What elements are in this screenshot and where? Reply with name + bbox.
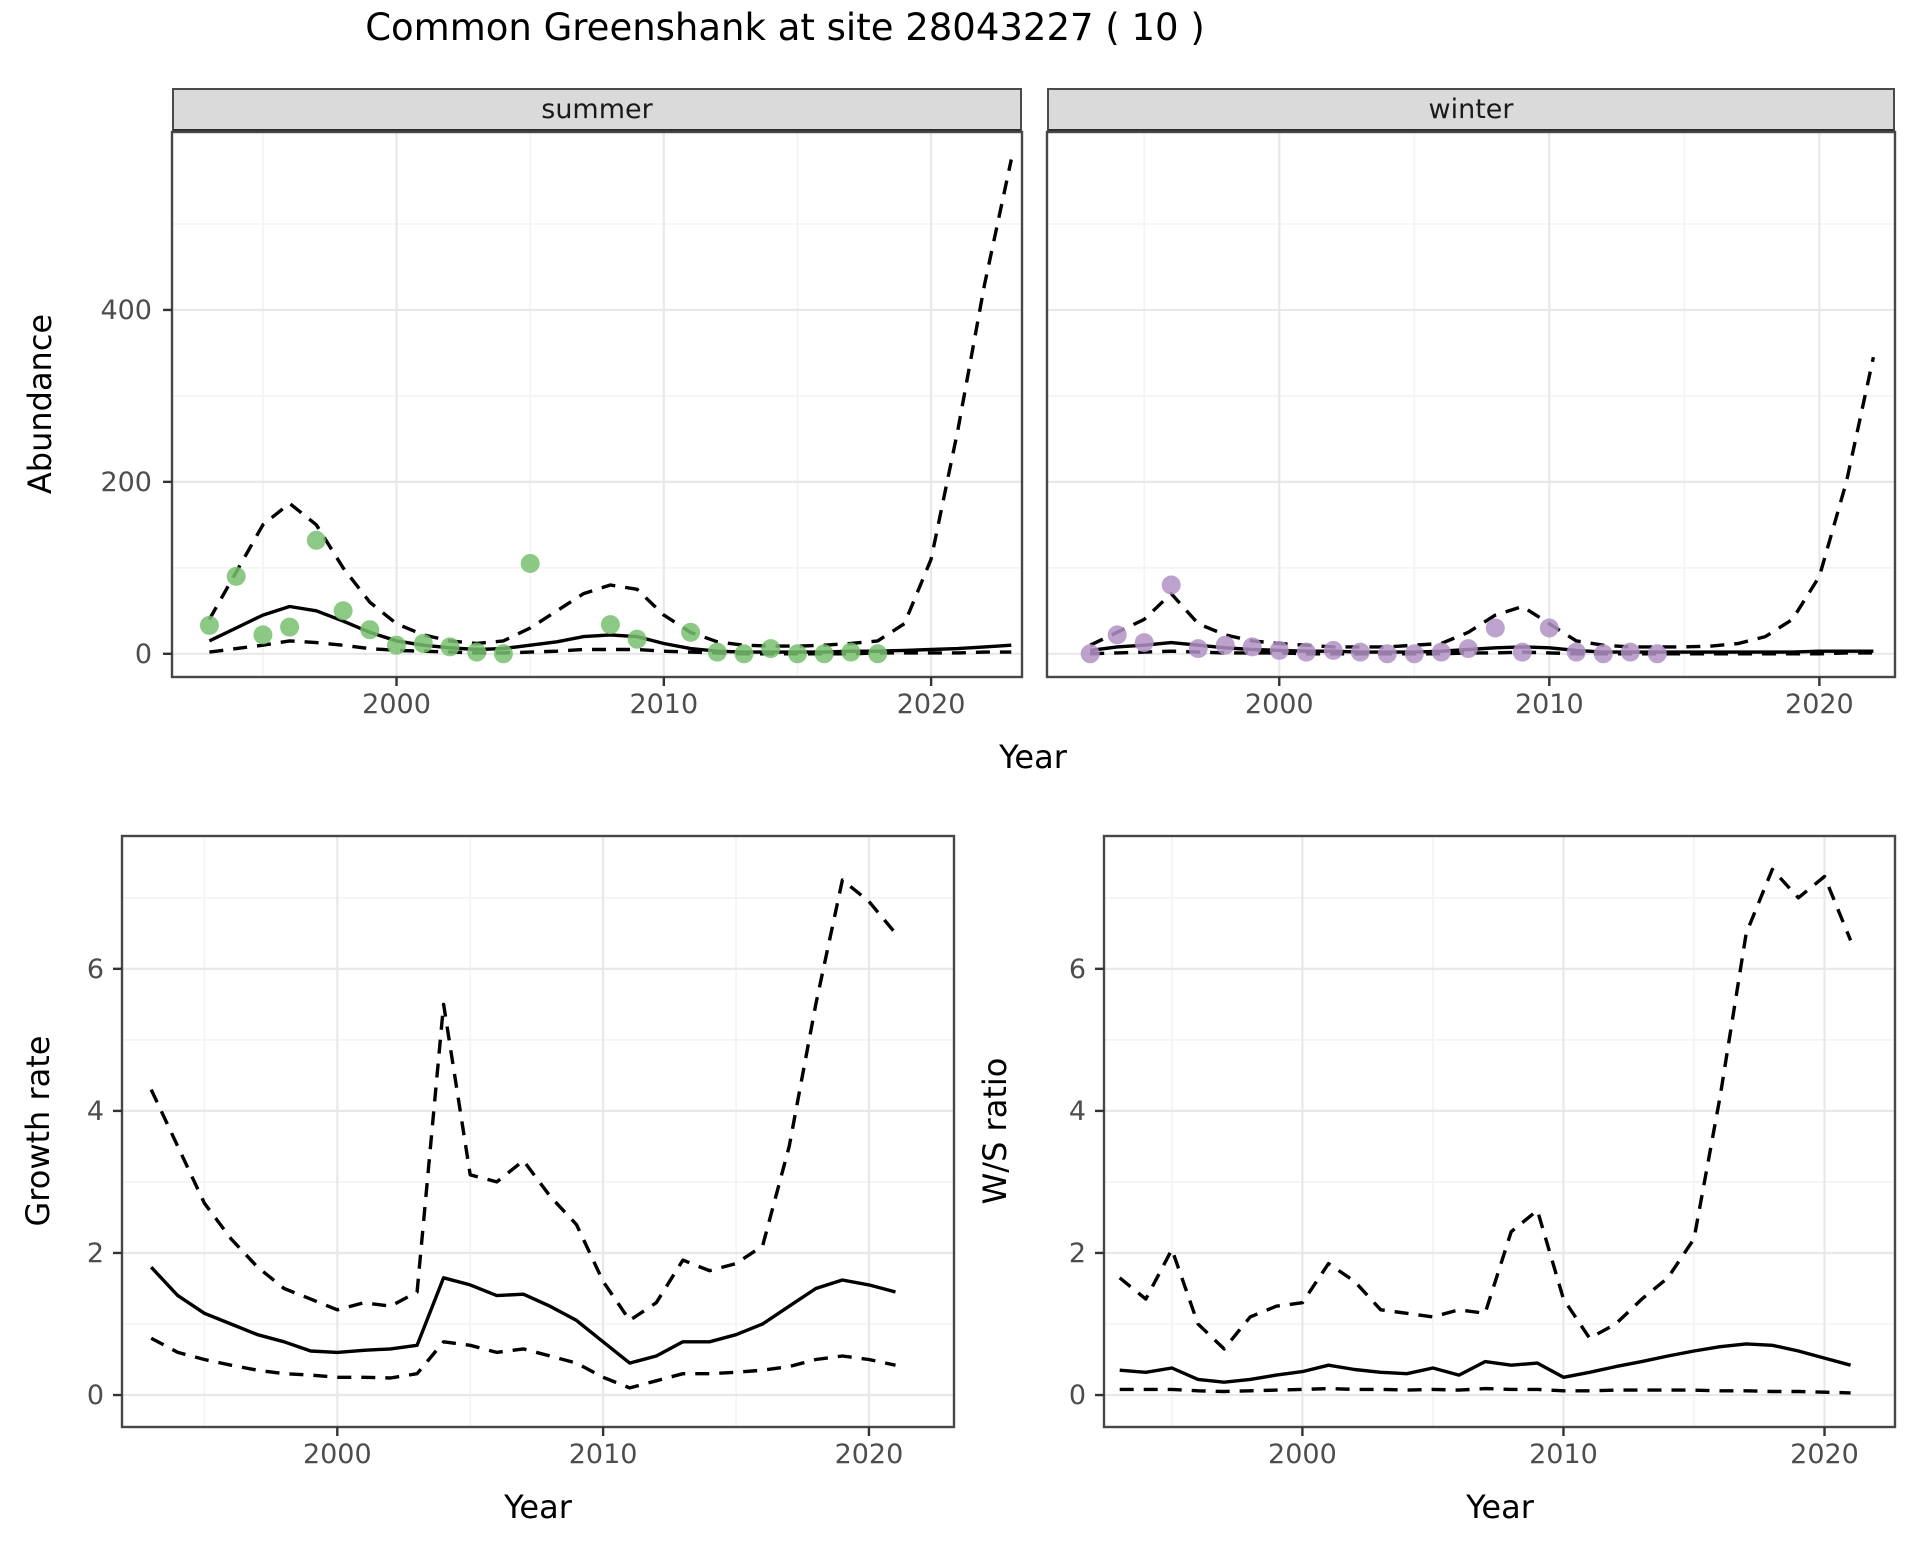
x-tick-label: 2020: [896, 689, 966, 720]
data-point-winter-counts: [1350, 642, 1370, 662]
facet-strip-summer: summer: [172, 88, 1022, 132]
data-point-summer-counts: [467, 642, 487, 662]
data-point-summer-counts: [253, 625, 273, 645]
series-fit-ws-ratio: [1119, 1342, 1852, 1384]
data-point-summer-counts: [761, 639, 781, 659]
x-tick-label: 2020: [1790, 1439, 1859, 1470]
x-tick-label: 2020: [1785, 689, 1854, 720]
x-tick-label: 2010: [629, 689, 699, 720]
y-tick-label: 4: [86, 1095, 104, 1127]
data-point-summer-counts: [788, 644, 807, 664]
data-point-summer-counts: [413, 634, 433, 653]
data-point-summer-counts: [306, 530, 326, 550]
data-point-summer-counts: [360, 620, 380, 640]
series-fit-growth-rate: [149, 1266, 896, 1365]
series-lower-ci-growth-rate: [150, 1336, 896, 1390]
series-upper-ci-ws-ratio: [1118, 867, 1853, 1351]
y-tick-label: 0: [134, 638, 152, 670]
data-point-summer-counts: [734, 644, 754, 664]
facet-strip-winter-label: winter: [1428, 94, 1514, 125]
data-point-summer-counts: [681, 622, 701, 642]
data-point-winter-counts: [1404, 644, 1424, 664]
data-point-winter-counts: [1647, 644, 1667, 664]
x-tick-label: 2000: [362, 689, 431, 720]
x-tick-label: 2000: [1268, 1439, 1337, 1470]
plot-title: Common Greenshank at site 28043227 ( 10 …: [365, 6, 1205, 49]
x-tick-label: 2010: [1529, 1439, 1598, 1470]
y-tick-label: 0: [1068, 1380, 1086, 1412]
data-point-summer-counts: [627, 629, 647, 649]
data-point-winter-counts: [1296, 642, 1316, 662]
data-point-winter-counts: [1080, 644, 1100, 664]
x-axis-title-year-growth: Year: [504, 1488, 572, 1526]
y-tick-label: 0: [86, 1380, 104, 1412]
panel-abundance-summer: [163, 130, 1024, 686]
x-tick-label: 2010: [568, 1439, 638, 1470]
data-point-winter-counts: [1458, 639, 1478, 659]
data-point-winter-counts: [1242, 637, 1262, 657]
data-point-summer-counts: [841, 642, 861, 662]
x-tick-label: 2010: [1514, 689, 1584, 720]
data-point-summer-counts: [600, 615, 620, 635]
data-point-winter-counts: [1593, 644, 1613, 664]
data-point-winter-counts: [1512, 642, 1532, 662]
data-point-winter-counts: [1215, 635, 1235, 655]
data-point-winter-counts: [1377, 644, 1397, 664]
y-axis-title-abundance: Abundance: [21, 313, 59, 495]
data-point-summer-counts: [199, 615, 219, 635]
data-point-summer-counts: [226, 566, 246, 586]
data-point-summer-counts: [280, 617, 300, 637]
panel-ws-ratio: [1095, 834, 1897, 1436]
series-upper-ci-growth-rate: [149, 878, 897, 1323]
y-tick-label: 2: [86, 1237, 104, 1269]
data-point-summer-counts: [520, 554, 540, 573]
y-tick-label: 4: [1068, 1095, 1086, 1127]
y-tick-label: 400: [100, 294, 152, 326]
y-tick-label: 6: [1068, 953, 1086, 985]
data-point-summer-counts: [493, 644, 513, 664]
data-point-summer-counts: [333, 601, 353, 621]
y-tick-label: 6: [86, 953, 104, 985]
data-point-summer-counts: [440, 637, 460, 657]
y-tick-label: 200: [100, 466, 152, 498]
series-lower-ci-ws-ratio: [1119, 1386, 1851, 1395]
panel-abundance-winter: [1045, 130, 1897, 686]
data-point-winter-counts: [1566, 642, 1586, 662]
data-point-winter-counts: [1485, 618, 1505, 638]
y-axis-title-growth-rate: Growth rate: [19, 1035, 57, 1227]
data-point-winter-counts: [1323, 640, 1343, 660]
data-point-winter-counts: [1269, 640, 1289, 660]
data-point-winter-counts: [1620, 642, 1640, 662]
data-point-winter-counts: [1431, 642, 1451, 662]
x-tick-label: 2020: [834, 1439, 904, 1470]
x-tick-label: 2000: [1244, 689, 1314, 720]
y-axis-title-ws-ratio: W/S ratio: [976, 1057, 1014, 1205]
data-point-summer-counts: [868, 644, 888, 664]
data-point-winter-counts: [1134, 633, 1154, 653]
series-upper-ci-abundance-summer: [207, 159, 1013, 648]
data-point-summer-counts: [387, 635, 406, 655]
data-point-summer-counts: [814, 644, 834, 664]
x-axis-title-year-ws: Year: [1466, 1488, 1534, 1526]
facet-strip-winter: winter: [1047, 88, 1895, 132]
x-tick-label: 2000: [302, 1439, 372, 1470]
series-upper-ci-abundance-winter: [1089, 356, 1876, 649]
y-tick-label: 2: [1068, 1237, 1086, 1269]
data-point-winter-counts: [1539, 618, 1559, 638]
panel-growth-rate: [113, 834, 956, 1436]
x-axis-title-year-top: Year: [999, 738, 1067, 776]
data-point-summer-counts: [707, 642, 727, 662]
data-point-winter-counts: [1161, 575, 1181, 595]
facet-strip-summer-label: summer: [541, 94, 653, 125]
data-point-winter-counts: [1188, 639, 1208, 659]
data-point-winter-counts: [1107, 625, 1127, 645]
